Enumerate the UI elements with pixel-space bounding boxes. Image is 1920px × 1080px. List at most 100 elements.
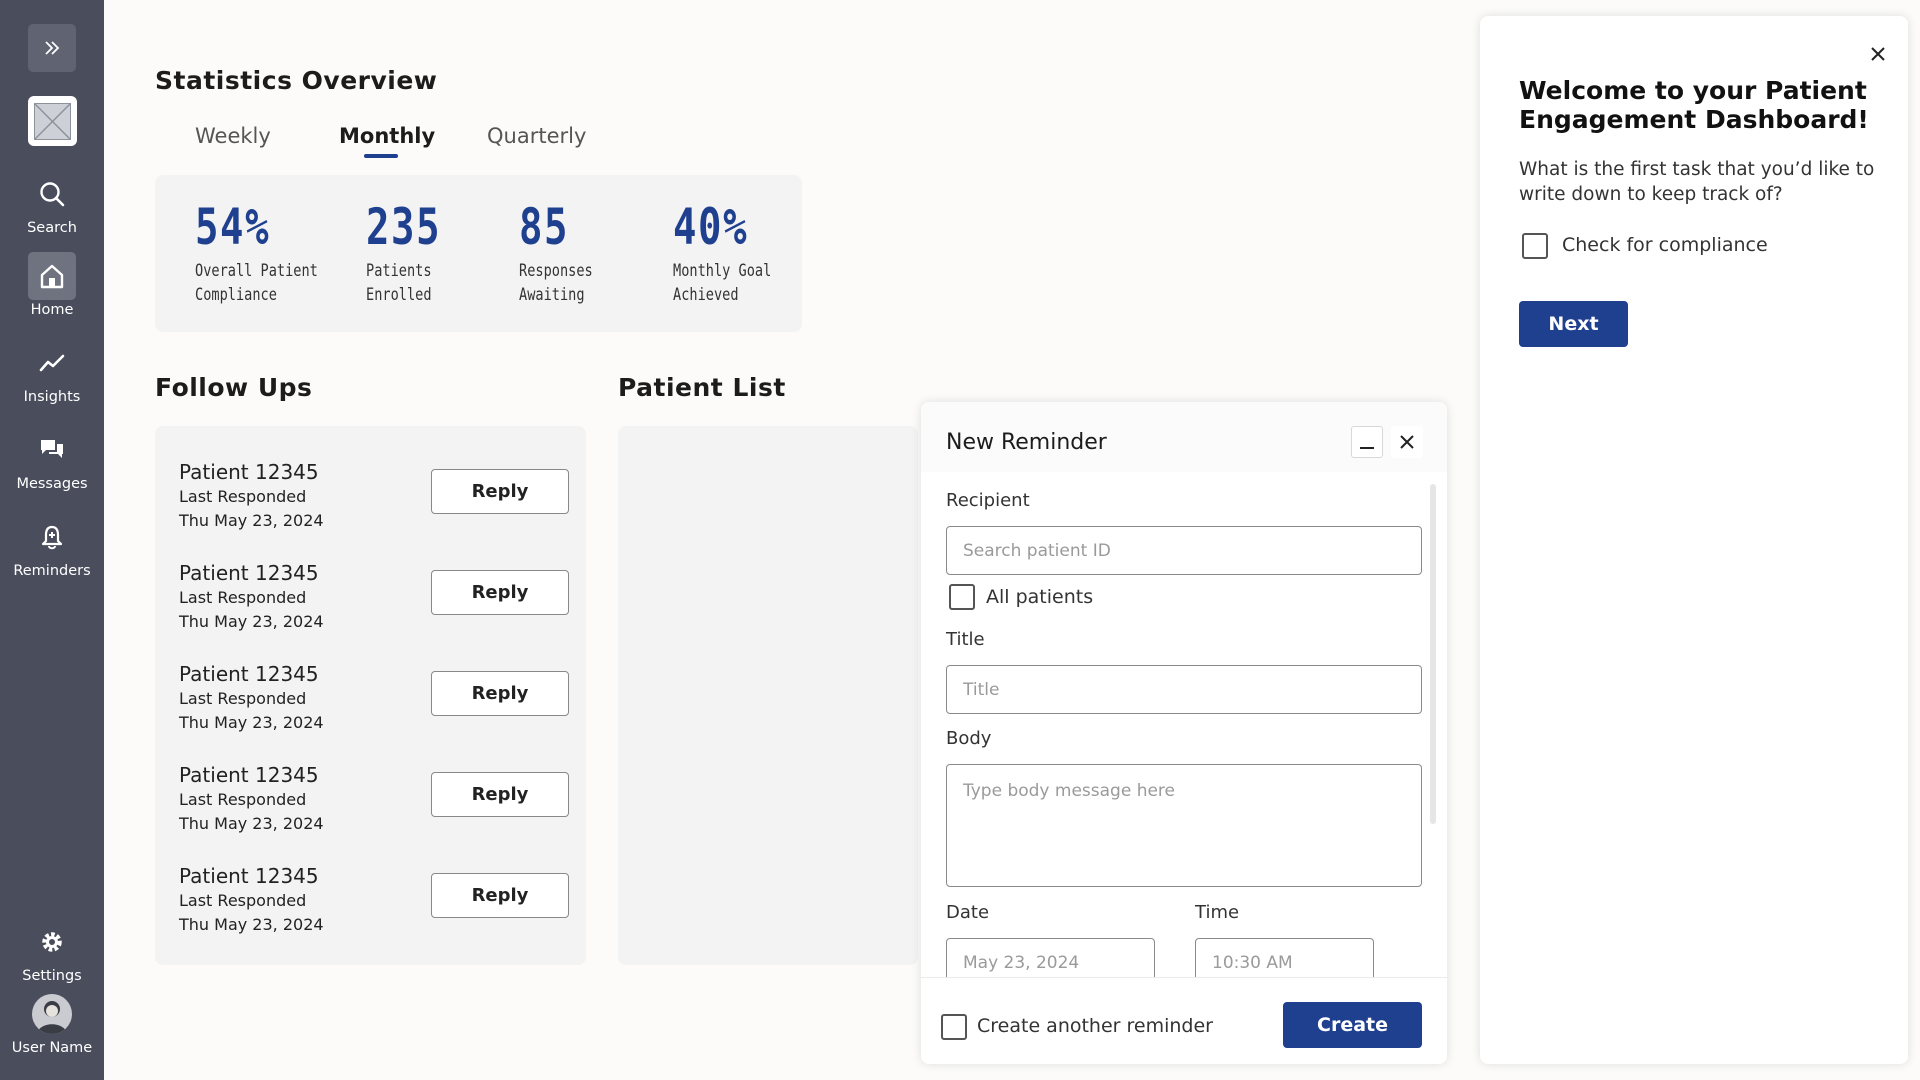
stat-responses: 85 Responses Awaiting (519, 197, 611, 307)
last-responded-date: Thu May 23, 2024 (179, 612, 324, 631)
dialog-header: New Reminder (921, 402, 1447, 472)
logo (28, 96, 77, 146)
patient-name: Patient 12345 (179, 460, 319, 484)
stat-value: 54% (195, 198, 271, 256)
close-welcome-button[interactable] (1864, 40, 1892, 68)
recipient-label: Recipient (946, 490, 1030, 511)
list-item: Patient 12345 Last Responded Thu May 23,… (179, 762, 569, 852)
last-responded-date: Thu May 23, 2024 (179, 713, 324, 732)
reply-button[interactable]: Reply (431, 772, 569, 817)
stat-enrolled: 235 Patients Enrolled (366, 197, 462, 307)
user-name: User Name (11, 1040, 93, 1056)
list-item: Patient 12345 Last Responded Thu May 23,… (179, 863, 569, 953)
stat-label: Overall Patient (195, 261, 318, 281)
dialog-title: New Reminder (946, 430, 1107, 455)
reply-button[interactable]: Reply (431, 671, 569, 716)
gear-icon (42, 932, 62, 952)
expand-sidebar-button[interactable] (28, 24, 76, 72)
search-icon (40, 182, 65, 207)
close-icon (1400, 435, 1414, 449)
all-patients-label: All patients (986, 586, 1094, 608)
dialog-scrollbar[interactable] (1430, 484, 1436, 824)
chat-icon (41, 440, 63, 458)
reply-button[interactable]: Reply (431, 570, 569, 615)
stat-label: Responses (519, 261, 593, 281)
stat-value: 40% (673, 198, 749, 256)
statistics-title: Statistics Overview (155, 66, 438, 95)
sidebar-item-home[interactable]: Home (0, 252, 104, 318)
close-icon (1871, 47, 1885, 61)
sidebar-item-settings[interactable]: Settings (0, 918, 104, 984)
tab-monthly[interactable]: Monthly (339, 124, 436, 148)
stat-monthly-goal: 40% Monthly Goal Achieved (673, 197, 796, 307)
active-tab-indicator (364, 154, 398, 158)
title-input[interactable] (946, 665, 1422, 714)
stat-label: Compliance (195, 285, 277, 305)
followups-title: Follow Ups (155, 373, 313, 402)
bell-icon (41, 525, 63, 550)
create-button[interactable]: Create (1283, 1002, 1422, 1048)
followups-card: Patient 12345 Last Responded Thu May 23,… (155, 426, 586, 965)
sidebar-item-reminders[interactable]: Reminders (0, 513, 104, 579)
avatar (32, 994, 72, 1034)
all-patients-checkbox[interactable] (949, 584, 975, 610)
new-reminder-dialog: New Reminder Recipient All patients Titl… (921, 402, 1447, 1064)
recipient-search-input[interactable] (946, 526, 1422, 575)
trend-icon (39, 354, 65, 372)
compliance-checkbox[interactable] (1522, 233, 1548, 259)
patient-list-title: Patient List (618, 373, 786, 402)
body-label: Body (946, 728, 992, 749)
stat-label: Monthly Goal (673, 261, 772, 281)
tab-quarterly[interactable]: Quarterly (487, 124, 587, 148)
welcome-question: What is the first task that you’d like t… (1519, 159, 1875, 205)
stat-label: Awaiting (519, 285, 585, 305)
tab-weekly[interactable]: Weekly (195, 124, 271, 148)
welcome-title: Welcome to your Patient Engagement Dashb… (1519, 76, 1869, 134)
list-item: Patient 12345 Last Responded Thu May 23,… (179, 459, 569, 549)
last-responded-date: Thu May 23, 2024 (179, 814, 324, 833)
settings-label: Settings (22, 968, 82, 984)
sidebar-item-label: Reminders (13, 563, 91, 579)
sidebar-item-label: Messages (16, 476, 88, 492)
patient-list-card (618, 426, 918, 965)
stat-value: 235 (366, 198, 442, 256)
time-label: Time (1195, 902, 1240, 923)
sidebar-item-search[interactable]: Search (0, 170, 104, 236)
close-dialog-button[interactable] (1391, 426, 1423, 458)
sidebar-item-label: Insights (23, 389, 81, 405)
user-profile[interactable]: User Name (0, 994, 104, 1056)
last-responded-label: Last Responded (179, 689, 307, 708)
reply-button[interactable]: Reply (431, 873, 569, 918)
last-responded-label: Last Responded (179, 588, 307, 607)
stat-label: Patients (366, 261, 432, 281)
list-item: Patient 12345 Last Responded Thu May 23,… (179, 560, 569, 650)
body-textarea[interactable] (946, 764, 1422, 887)
list-item: Patient 12345 Last Responded Thu May 23,… (179, 661, 569, 751)
date-label: Date (946, 902, 990, 923)
stat-compliance: 54% Overall Patient Compliance (195, 197, 349, 307)
sidebar-item-label: Search (27, 220, 77, 236)
patient-name: Patient 12345 (179, 763, 319, 787)
double-chevron-right-icon (45, 41, 60, 55)
stat-value: 85 (519, 198, 570, 256)
sidebar-item-label: Home (30, 302, 74, 318)
minimize-button[interactable] (1351, 426, 1383, 458)
logo-placeholder-icon (34, 102, 71, 140)
create-another-checkbox[interactable] (941, 1014, 967, 1040)
minimize-icon (1360, 447, 1374, 449)
last-responded-date: Thu May 23, 2024 (179, 511, 324, 530)
sidebar-item-messages[interactable]: Messages (0, 426, 104, 492)
next-button[interactable]: Next (1519, 301, 1628, 347)
sidebar: Search Home Insights Messages Reminders … (0, 0, 104, 1080)
welcome-panel: Welcome to your Patient Engagement Dashb… (1480, 16, 1908, 1064)
compliance-label: Check for compliance (1562, 234, 1768, 256)
stat-label: Enrolled (366, 285, 432, 305)
sidebar-item-insights[interactable]: Insights (0, 339, 104, 405)
patient-name: Patient 12345 (179, 561, 319, 585)
user-avatar-icon (37, 1001, 67, 1034)
stats-card: 54% Overall Patient Compliance 235 Patie… (155, 175, 802, 332)
last-responded-label: Last Responded (179, 891, 307, 910)
patient-name: Patient 12345 (179, 864, 319, 888)
last-responded-label: Last Responded (179, 487, 307, 506)
reply-button[interactable]: Reply (431, 469, 569, 514)
